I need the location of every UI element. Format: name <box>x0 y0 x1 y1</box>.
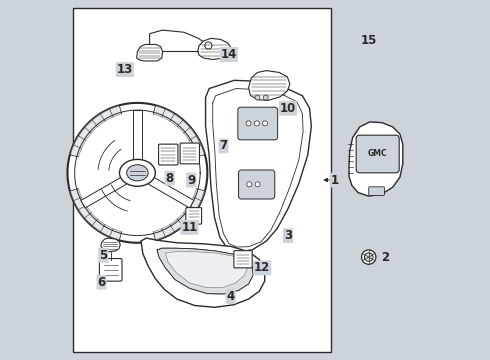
Polygon shape <box>248 71 290 100</box>
Text: 15: 15 <box>361 33 377 47</box>
Text: 8: 8 <box>166 172 174 185</box>
FancyBboxPatch shape <box>180 143 199 164</box>
Text: 4: 4 <box>226 290 235 303</box>
Circle shape <box>263 121 268 126</box>
Circle shape <box>362 250 376 264</box>
Ellipse shape <box>126 165 148 181</box>
Bar <box>73 8 331 352</box>
Polygon shape <box>137 44 163 61</box>
Text: 14: 14 <box>220 48 237 61</box>
Text: 3: 3 <box>284 229 292 242</box>
Circle shape <box>254 121 259 126</box>
Text: 10: 10 <box>280 102 296 115</box>
FancyBboxPatch shape <box>99 258 122 281</box>
FancyBboxPatch shape <box>234 251 252 268</box>
FancyBboxPatch shape <box>356 135 399 173</box>
Polygon shape <box>133 110 142 160</box>
Text: 13: 13 <box>117 63 133 76</box>
Circle shape <box>365 253 373 261</box>
FancyBboxPatch shape <box>239 170 275 199</box>
Polygon shape <box>153 105 205 157</box>
FancyBboxPatch shape <box>368 187 385 195</box>
Circle shape <box>263 95 269 100</box>
Polygon shape <box>349 122 403 196</box>
Text: 5: 5 <box>99 249 107 262</box>
Circle shape <box>247 182 252 187</box>
Polygon shape <box>70 105 122 157</box>
Text: 9: 9 <box>187 174 196 186</box>
FancyBboxPatch shape <box>159 144 178 165</box>
Polygon shape <box>197 39 231 59</box>
Polygon shape <box>70 189 122 240</box>
Polygon shape <box>101 238 120 252</box>
Polygon shape <box>157 248 253 294</box>
Polygon shape <box>146 175 194 208</box>
FancyBboxPatch shape <box>238 107 278 140</box>
Text: 12: 12 <box>254 261 270 274</box>
Text: 6: 6 <box>98 276 106 289</box>
Polygon shape <box>205 80 311 252</box>
Polygon shape <box>166 252 247 288</box>
Polygon shape <box>153 189 205 240</box>
Ellipse shape <box>120 159 155 186</box>
Circle shape <box>255 95 260 100</box>
Text: 2: 2 <box>381 251 389 264</box>
Polygon shape <box>68 103 207 243</box>
Text: 1: 1 <box>331 174 339 186</box>
Circle shape <box>205 42 212 49</box>
Circle shape <box>255 182 260 187</box>
Polygon shape <box>81 175 129 208</box>
Text: 7: 7 <box>220 139 227 152</box>
Polygon shape <box>141 238 265 307</box>
Circle shape <box>246 121 251 126</box>
FancyBboxPatch shape <box>186 208 201 224</box>
Text: 11: 11 <box>181 221 197 234</box>
Text: GMC: GMC <box>367 149 387 158</box>
